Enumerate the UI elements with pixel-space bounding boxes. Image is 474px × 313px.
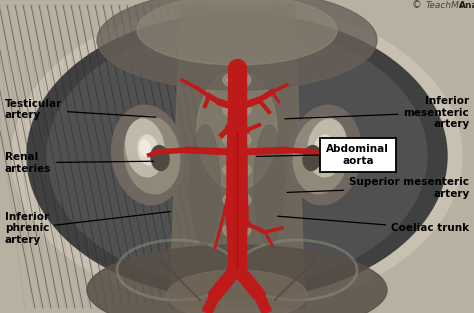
- Ellipse shape: [293, 116, 349, 194]
- Text: Abdominal
aorta: Abdominal aorta: [327, 144, 389, 166]
- Ellipse shape: [227, 105, 247, 115]
- Ellipse shape: [322, 140, 332, 156]
- Ellipse shape: [227, 135, 247, 145]
- Ellipse shape: [227, 225, 247, 235]
- Ellipse shape: [126, 119, 164, 177]
- Ellipse shape: [223, 102, 251, 118]
- Ellipse shape: [223, 72, 251, 88]
- Ellipse shape: [289, 105, 361, 205]
- Text: TeachMe: TeachMe: [425, 1, 465, 10]
- Ellipse shape: [227, 75, 247, 85]
- Ellipse shape: [254, 125, 284, 245]
- Ellipse shape: [27, 13, 447, 299]
- Text: Renal
arteries: Renal arteries: [5, 152, 154, 174]
- Polygon shape: [226, 70, 248, 265]
- Text: ©: ©: [411, 0, 421, 10]
- Ellipse shape: [140, 140, 150, 156]
- Ellipse shape: [227, 165, 247, 175]
- Ellipse shape: [190, 125, 220, 245]
- Ellipse shape: [197, 70, 277, 190]
- Ellipse shape: [223, 222, 251, 238]
- Ellipse shape: [223, 132, 251, 148]
- Ellipse shape: [167, 270, 307, 313]
- Ellipse shape: [12, 3, 462, 309]
- Ellipse shape: [87, 245, 387, 313]
- Text: Testicular
artery: Testicular artery: [5, 99, 156, 121]
- Ellipse shape: [97, 0, 377, 90]
- Text: Superior mesenteric
artery: Superior mesenteric artery: [287, 177, 469, 199]
- Text: Inferior
phrenic
artery: Inferior phrenic artery: [5, 212, 170, 245]
- Ellipse shape: [223, 162, 251, 178]
- Ellipse shape: [308, 119, 346, 177]
- Ellipse shape: [303, 146, 321, 171]
- Ellipse shape: [314, 135, 334, 165]
- Ellipse shape: [138, 135, 158, 165]
- Ellipse shape: [151, 146, 169, 171]
- Ellipse shape: [47, 26, 427, 286]
- Polygon shape: [170, 5, 305, 308]
- Ellipse shape: [137, 0, 337, 65]
- Text: Coeliac trunk: Coeliac trunk: [278, 216, 469, 233]
- Ellipse shape: [227, 195, 247, 205]
- Ellipse shape: [223, 192, 251, 208]
- Ellipse shape: [112, 105, 184, 205]
- Text: Anatomy: Anatomy: [459, 1, 474, 10]
- FancyBboxPatch shape: [320, 137, 396, 172]
- Ellipse shape: [124, 116, 180, 194]
- Text: Inferior
mesenteric
artery: Inferior mesenteric artery: [285, 96, 469, 129]
